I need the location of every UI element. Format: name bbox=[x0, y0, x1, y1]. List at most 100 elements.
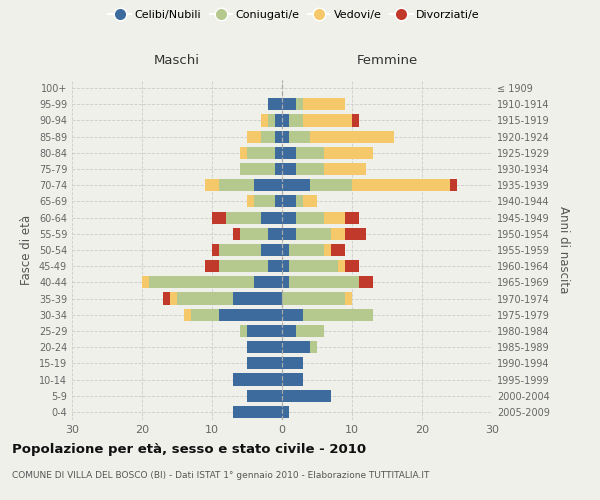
Bar bbox=[282, 406, 289, 418]
Bar bbox=[282, 212, 296, 224]
Bar bbox=[254, 179, 282, 192]
Bar bbox=[261, 130, 275, 142]
Bar bbox=[212, 212, 226, 224]
Bar bbox=[450, 179, 457, 192]
Bar bbox=[310, 341, 317, 353]
Bar bbox=[296, 228, 331, 240]
Bar bbox=[142, 276, 149, 288]
Bar bbox=[338, 260, 345, 272]
Bar bbox=[247, 325, 282, 337]
Bar bbox=[289, 260, 338, 272]
Bar bbox=[289, 114, 303, 126]
Bar bbox=[212, 244, 219, 256]
Bar bbox=[170, 292, 177, 304]
Bar bbox=[268, 98, 282, 110]
Bar bbox=[205, 260, 219, 272]
Bar bbox=[282, 244, 289, 256]
Bar bbox=[247, 196, 254, 207]
Bar bbox=[268, 260, 282, 272]
Legend: Celibi/Nubili, Coniugati/e, Vedovi/e, Divorziati/e: Celibi/Nubili, Coniugati/e, Vedovi/e, Di… bbox=[104, 6, 484, 25]
Bar bbox=[296, 163, 324, 175]
Bar bbox=[324, 147, 373, 159]
Bar bbox=[345, 212, 359, 224]
Bar bbox=[289, 244, 324, 256]
Bar bbox=[324, 212, 345, 224]
Bar bbox=[254, 276, 282, 288]
Bar bbox=[282, 292, 345, 304]
Bar bbox=[247, 130, 261, 142]
Bar bbox=[359, 276, 373, 288]
Bar bbox=[303, 196, 317, 207]
Text: Femmine: Femmine bbox=[356, 54, 418, 67]
Bar bbox=[282, 98, 296, 110]
Bar bbox=[282, 325, 296, 337]
Bar bbox=[282, 147, 296, 159]
Bar bbox=[324, 163, 366, 175]
Bar bbox=[184, 308, 191, 321]
Bar bbox=[282, 374, 303, 386]
Y-axis label: Fasce di età: Fasce di età bbox=[20, 215, 33, 285]
Bar bbox=[240, 325, 247, 337]
Bar bbox=[345, 292, 352, 304]
Y-axis label: Anni di nascita: Anni di nascita bbox=[557, 206, 569, 294]
Bar bbox=[282, 276, 289, 288]
Bar bbox=[303, 98, 345, 110]
Bar bbox=[282, 260, 289, 272]
Bar bbox=[233, 292, 282, 304]
Bar bbox=[275, 114, 282, 126]
Bar bbox=[261, 244, 282, 256]
Bar bbox=[331, 244, 345, 256]
Bar bbox=[324, 244, 331, 256]
Bar bbox=[282, 228, 296, 240]
Bar bbox=[310, 179, 352, 192]
Bar bbox=[233, 228, 240, 240]
Bar bbox=[282, 358, 303, 370]
Bar bbox=[275, 196, 282, 207]
Bar bbox=[296, 98, 303, 110]
Bar bbox=[226, 212, 261, 224]
Bar bbox=[303, 308, 373, 321]
Bar bbox=[247, 358, 282, 370]
Bar bbox=[345, 260, 359, 272]
Bar bbox=[352, 114, 359, 126]
Bar bbox=[247, 341, 282, 353]
Bar bbox=[282, 390, 331, 402]
Bar bbox=[240, 163, 275, 175]
Bar bbox=[296, 196, 303, 207]
Bar bbox=[261, 114, 268, 126]
Bar bbox=[282, 308, 303, 321]
Bar bbox=[296, 325, 324, 337]
Bar bbox=[219, 260, 268, 272]
Bar bbox=[303, 114, 352, 126]
Bar bbox=[289, 130, 310, 142]
Bar bbox=[268, 228, 282, 240]
Bar bbox=[275, 163, 282, 175]
Bar bbox=[219, 308, 282, 321]
Bar bbox=[219, 179, 254, 192]
Bar bbox=[261, 212, 282, 224]
Bar bbox=[240, 147, 247, 159]
Bar bbox=[247, 390, 282, 402]
Bar bbox=[247, 147, 275, 159]
Bar bbox=[240, 228, 268, 240]
Bar bbox=[149, 276, 254, 288]
Bar bbox=[296, 212, 324, 224]
Bar bbox=[219, 244, 261, 256]
Bar bbox=[233, 374, 282, 386]
Bar bbox=[282, 341, 310, 353]
Bar bbox=[177, 292, 233, 304]
Bar bbox=[254, 196, 275, 207]
Bar bbox=[352, 179, 450, 192]
Text: Maschi: Maschi bbox=[154, 54, 200, 67]
Text: COMUNE DI VILLA DEL BOSCO (BI) - Dati ISTAT 1° gennaio 2010 - Elaborazione TUTTI: COMUNE DI VILLA DEL BOSCO (BI) - Dati IS… bbox=[12, 471, 430, 480]
Text: Popolazione per età, sesso e stato civile - 2010: Popolazione per età, sesso e stato civil… bbox=[12, 442, 366, 456]
Bar bbox=[282, 196, 296, 207]
Bar bbox=[282, 114, 289, 126]
Bar bbox=[205, 179, 219, 192]
Bar bbox=[268, 114, 275, 126]
Bar bbox=[345, 228, 366, 240]
Bar bbox=[289, 276, 359, 288]
Bar bbox=[296, 147, 324, 159]
Bar bbox=[163, 292, 170, 304]
Bar bbox=[233, 406, 282, 418]
